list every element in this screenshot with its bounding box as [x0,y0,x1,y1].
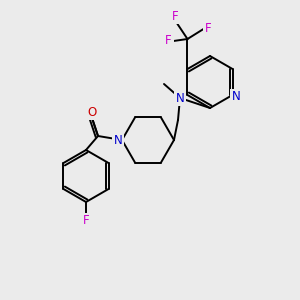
Text: F: F [83,214,89,227]
Text: F: F [172,10,179,22]
Text: N: N [114,134,122,146]
Text: N: N [232,91,241,103]
Text: F: F [205,22,212,35]
Text: O: O [87,106,97,118]
Text: F: F [165,34,172,47]
Text: N: N [176,92,184,104]
